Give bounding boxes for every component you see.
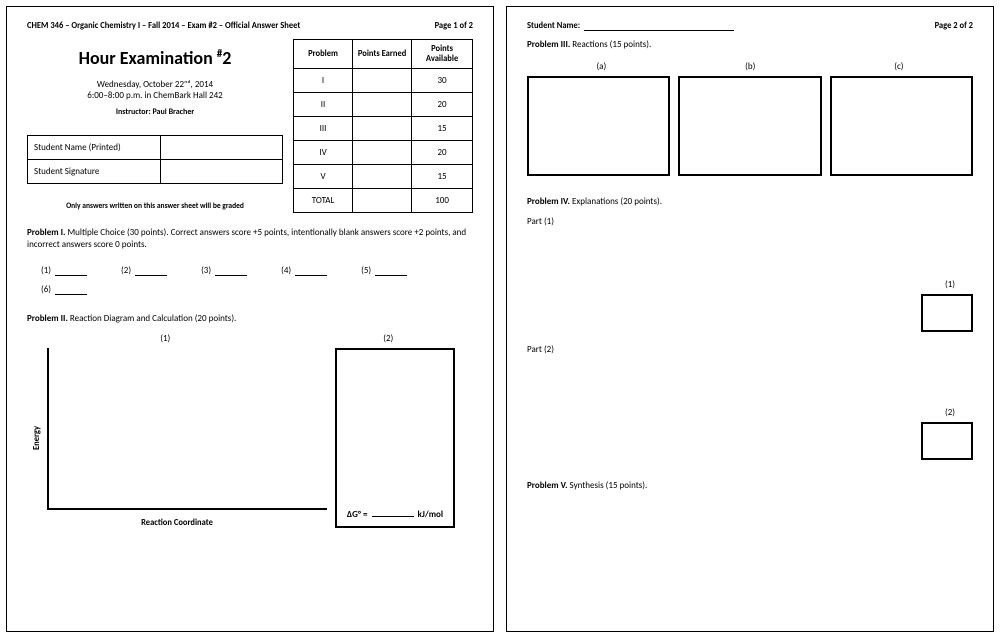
- mc-blank[interactable]: [375, 266, 407, 276]
- energy-chart: Energy Reaction Coordinate: [27, 348, 327, 528]
- problem-4-heading: Problem IV. Explanations (20 points).: [527, 196, 973, 208]
- mc-row: (1) (2) (3) (4) (5): [41, 265, 473, 276]
- chart-axes: [47, 348, 327, 510]
- answer-area[interactable]: [527, 227, 973, 275]
- mc-item: (6): [41, 284, 87, 295]
- mc-item: (1): [41, 265, 87, 276]
- col-available: Points Available: [412, 40, 473, 69]
- mc-blank[interactable]: [215, 266, 247, 276]
- page-1: CHEM 346 – Organic Chemistry I – Fall 20…: [6, 6, 494, 632]
- table-row: II20: [294, 93, 473, 117]
- part-2-label: Part (2): [527, 344, 973, 355]
- problem-2-heading: Problem II. Reaction Diagram and Calcula…: [27, 313, 473, 325]
- small-box-1-label: (1): [527, 279, 955, 290]
- page-2: Student Name: Page 2 of 2 Problem III. R…: [506, 6, 994, 632]
- date-line: Wednesday, October 22ⁿᵈ, 2014: [27, 79, 283, 90]
- student-name-line: Student Name:: [527, 21, 734, 31]
- part-1-label: Part (1): [527, 216, 973, 227]
- answer-area[interactable]: [527, 355, 973, 403]
- instructor-line: Instructor: Paul Bracher: [27, 107, 283, 117]
- mc-item: (2): [121, 265, 167, 276]
- student-name-blank[interactable]: [584, 21, 734, 31]
- time-line: 6:00–8:00 p.m. in ChemBark Hall 242: [27, 90, 283, 101]
- page2-header: Student Name: Page 2 of 2: [527, 21, 973, 31]
- table-row: TOTAL100: [294, 189, 473, 213]
- table-row: I30: [294, 69, 473, 93]
- answer-box-1[interactable]: [921, 294, 973, 332]
- reaction-box-a[interactable]: [527, 76, 670, 176]
- mc-blank[interactable]: [135, 266, 167, 276]
- name-label: Student Name (Printed): [28, 136, 161, 160]
- title-block: Hour Examination #2 Wednesday, October 2…: [27, 39, 283, 213]
- signature-label: Student Signature: [28, 160, 161, 184]
- reaction-box-c[interactable]: [830, 76, 973, 176]
- name-field[interactable]: [160, 136, 282, 160]
- mc-item: (5): [361, 265, 407, 276]
- p3-labels: (a) (b) (c): [527, 61, 973, 72]
- p2-sublabels: (1) (2): [27, 333, 473, 344]
- problem-5-heading: Problem V. Synthesis (15 points).: [527, 480, 973, 492]
- page1-header: CHEM 346 – Organic Chemistry I – Fall 20…: [27, 21, 473, 31]
- grading-note: Only answers written on this answer shee…: [27, 202, 283, 211]
- col-problem: Problem: [294, 40, 353, 69]
- header-left: CHEM 346 – Organic Chemistry I – Fall 20…: [27, 21, 300, 31]
- mc-blank[interactable]: [295, 266, 327, 276]
- mc-row-2: (6): [41, 284, 473, 295]
- header-right: Page 1 of 2: [435, 21, 473, 31]
- name-signature-table: Student Name (Printed) Student Signature: [27, 135, 283, 184]
- problem-1-heading: Problem I. Multiple Choice (30 points). …: [27, 227, 473, 251]
- mc-item: (4): [281, 265, 327, 276]
- x-axis-label: Reaction Coordinate: [27, 518, 327, 528]
- exam-title: Hour Examination #2: [27, 47, 283, 69]
- mc-blank[interactable]: [55, 285, 87, 295]
- points-table: Problem Points Earned Points Available I…: [293, 39, 473, 213]
- delta-g-box: ΔG° = kJ/mol: [335, 348, 455, 528]
- signature-field[interactable]: [160, 160, 282, 184]
- dg-blank[interactable]: [372, 507, 414, 517]
- y-axis-label: Energy: [32, 426, 42, 450]
- header-right-2: Page 2 of 2: [935, 21, 973, 31]
- table-row: IV20: [294, 141, 473, 165]
- chart-row: Energy Reaction Coordinate ΔG° = kJ/mol: [27, 348, 473, 528]
- reaction-box-b[interactable]: [678, 76, 821, 176]
- answer-box-2[interactable]: [921, 422, 973, 460]
- small-box-2-label: (2): [527, 407, 955, 418]
- problem-3-heading: Problem III. Reactions (15 points).: [527, 39, 973, 51]
- col-earned: Points Earned: [353, 40, 412, 69]
- p3-boxes: [527, 76, 973, 176]
- table-row: III15: [294, 117, 473, 141]
- mc-item: (3): [201, 265, 247, 276]
- top-section: Hour Examination #2 Wednesday, October 2…: [27, 39, 473, 213]
- mc-blank[interactable]: [55, 266, 87, 276]
- table-row: V15: [294, 165, 473, 189]
